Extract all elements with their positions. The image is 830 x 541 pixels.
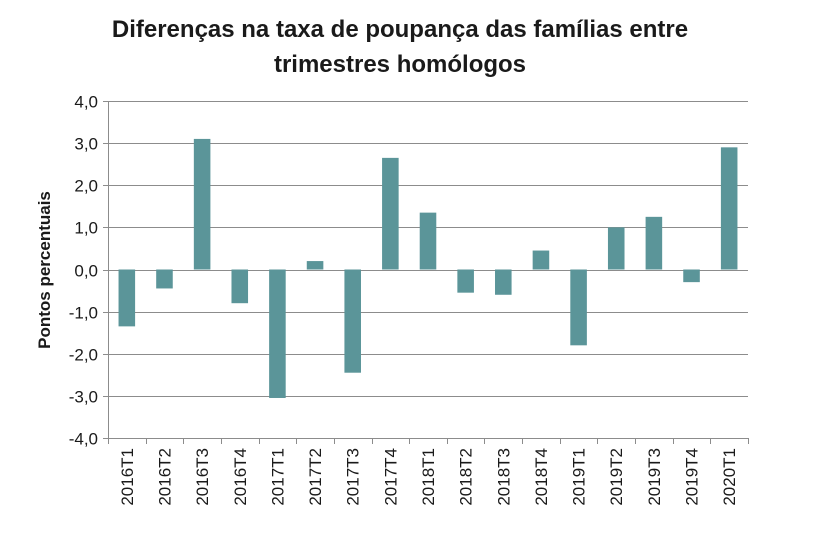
x-tick-label: 2016T4 [231,448,250,506]
x-tick-label: 2019T1 [570,448,589,506]
y-tick-label: 1,0 [74,219,98,238]
axes [103,101,749,444]
x-tick-label: 2016T1 [118,448,137,506]
bar-2016T3 [193,138,211,270]
y-tick-label: -3,0 [69,388,98,407]
y-tick-label: 3,0 [74,135,98,154]
x-tick-label: 2016T3 [193,448,212,506]
bar-2020T1 [720,147,738,270]
y-tick-label: 4,0 [74,93,98,112]
y-tick-label: -4,0 [69,430,98,449]
y-tick-labels: 4,0 3,0 2,0 1,0 0,0 -1,0 -2,0 -3,0 -4,0 [69,93,98,449]
y-tick-label: 0,0 [74,262,98,281]
x-tick-label: 2017T1 [268,448,287,506]
chart-title: Diferenças na taxa de poupança das famíl… [0,12,800,82]
bar-2018T2 [457,269,474,293]
bar-2018T3 [495,269,512,295]
x-tick-label: 2019T3 [645,448,664,506]
bar-2016T2 [156,269,173,289]
y-tick-label: -1,0 [69,304,98,323]
x-tick-label: 2019T2 [607,448,626,506]
x-tick-label: 2018T3 [494,448,513,506]
x-tick-label: 2018T2 [457,448,476,506]
bar-2016T1 [118,269,136,327]
x-tick-label: 2017T2 [306,448,325,506]
y-axis-title: Pontos percentuais [35,191,54,349]
bar-2018T4 [532,250,550,270]
bar-2018T1 [419,212,437,270]
bar-2019T2 [607,227,625,270]
bar-2017T1 [269,269,286,398]
chart-title-line-1: Diferenças na taxa de poupança das famíl… [111,16,689,43]
bar-2017T2 [306,261,324,270]
x-tick-label: 2019T4 [683,448,702,506]
x-tick-label: 2017T3 [344,448,363,506]
bars [118,138,738,398]
x-tick-labels: 2016T1 2016T2 2016T3 2016T4 2017T1 2017T2 2017… [118,448,739,506]
y-tick-label: -2,0 [69,346,98,365]
x-tick-label: 2017T4 [381,448,400,506]
y-tick-label: 2,0 [74,177,98,196]
bar-2017T3 [344,269,361,373]
bar-2019T1 [570,269,587,346]
x-tick-label: 2018T1 [419,448,438,506]
chart-title-line-2: trimestres homólogos [273,51,527,78]
bar-2016T4 [231,269,249,304]
x-tick-label: 2018T4 [532,448,551,506]
bar-2019T4 [683,269,700,283]
bar-2019T3 [645,216,663,270]
gridlines [108,101,748,439]
x-tick-label: 2020T1 [720,448,739,506]
bar-2017T4 [382,157,399,270]
x-tick-label: 2016T2 [155,448,174,506]
